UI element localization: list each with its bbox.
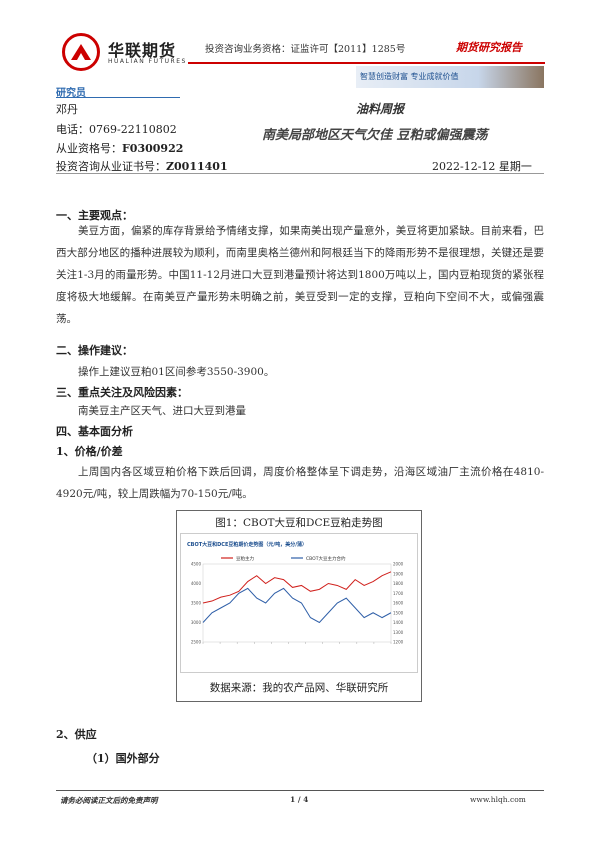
section-2-title: 二、操作建议： [56,344,133,357]
section-3-title: 三、重点关注及风险因素： [56,386,188,399]
logo-mark [62,33,100,71]
report-weekly-title: 油料周报 [356,102,405,116]
section-4-1-title: 1、价格/价差 [56,445,123,458]
footer-page-number: 1 / 4 [290,795,309,804]
section-1-paragraph: 美豆方面，偏紧的库存背景给予情绪支撑，如果南美出现产量意外，美豆将更加紧缺。目前… [56,225,544,325]
researcher-phone: 电话：0769-22110802 [56,123,177,136]
legend-label-2: CBOT大豆主力合约 [306,555,346,562]
chart-title: CBOT大豆和DCE豆粕期价走势图（元/吨，美分/蒲） [187,541,307,548]
series-line-cbot-soybean [202,587,392,624]
right-tick-label: 1600 [393,601,404,606]
left-tick-label: 3000 [191,620,202,625]
chart-container: CBOT大豆和DCE豆粕期价走势图（元/吨，美分/蒲） 豆粕主力 CBOT大豆主… [180,533,418,673]
right-tick-label: 1200 [393,640,404,645]
price-chart: CBOT大豆和DCE豆粕期价走势图（元/吨，美分/蒲） 豆粕主力 CBOT大豆主… [187,541,404,645]
section-1-title: 一、主要观点： [56,209,133,222]
right-tick-label: 1900 [393,571,404,576]
report-type: 期货研究报告 [456,41,522,54]
section-2-text: 操作上建议豆粕01区间参考3550-3900。 [78,366,275,378]
right-tick-label: 2000 [393,562,404,567]
logo-english: HUALIAN FUTURES [108,58,187,65]
footer-disclaimer[interactable]: 请务必阅读正文后的免责声明 [60,796,158,805]
figure-frame [176,510,422,702]
license-text: 投资咨询业务资格：证监许可【2011】1285号 [205,44,406,55]
section-4-1-paragraph: 上周国内各区域豆粕价格下跌后回调，周度价格整体呈下调走势，沿海区域油厂主流价格在… [56,466,544,500]
title-divider [56,173,544,174]
invest-cert: 投资咨询从业证书号：Z0011401 [56,158,228,174]
right-tick-label: 1700 [393,591,404,596]
qualification-label: 从业资格号： [56,142,122,155]
qualification: 从业资格号：F0300922 [56,140,183,156]
logo-text: 华联期货 [108,41,177,60]
right-tick-label: 1800 [393,581,404,586]
footer-website[interactable]: www.hlqh.com [470,795,526,804]
legend-label-1: 豆粕主力 [236,555,254,562]
section-4-title: 四、基本面分析 [56,425,133,438]
researcher-name: 邓丹 [56,103,78,116]
slogan-text: 智慧创造财富 专业成就价值 [360,72,459,81]
left-tick-label: 4500 [191,562,202,567]
left-tick-label: 2500 [191,640,202,645]
logo-arrow-icon [71,44,91,60]
header-divider [188,62,545,64]
footer-divider [56,790,544,791]
slogan-banner [356,66,544,88]
report-date: 2022-12-12 星期一 [432,160,532,173]
section-4-2-title: 2、供应 [56,728,97,741]
section-4-2-1-title: （1）国外部分 [86,752,160,765]
left-tick-label: 4000 [191,581,202,586]
plot-area [202,563,392,643]
series-line-dce-meal [202,571,392,604]
invest-cert-label: 投资咨询从业证书号： [56,160,166,173]
section-3-text: 南美豆主产区天气、进口大豆到港量 [78,405,246,417]
left-tick-label: 3500 [191,601,202,606]
report-subtitle: 南美局部地区天气欠佳 豆粕或偏强震荡 [262,128,488,143]
right-tick-label: 1500 [393,610,404,615]
figure-source: 数据来源：我的农产品网、华联研究所 [209,682,389,694]
qualification-number: F0300922 [122,142,184,155]
figure-title: 图1：CBOT大豆和DCE豆粕走势图 [215,517,383,529]
invest-cert-number: Z0011401 [166,160,228,173]
researcher-title: 研究员 [56,88,86,99]
right-tick-label: 1300 [393,630,404,635]
right-tick-label: 1400 [393,620,404,625]
researcher-divider [56,97,180,98]
